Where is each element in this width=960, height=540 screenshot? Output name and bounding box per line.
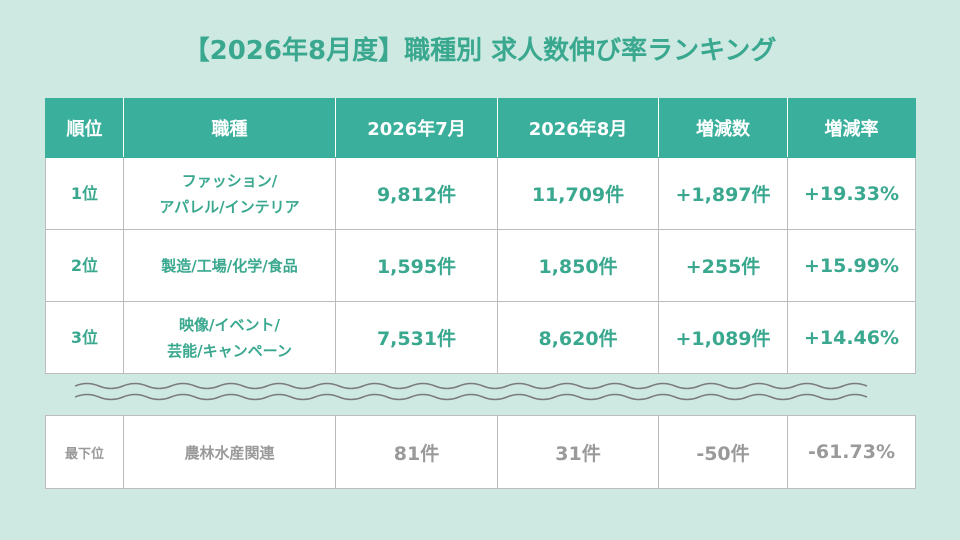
cell-line: 31件 [555, 442, 601, 465]
table-cell: 7,531件 [335, 301, 498, 374]
cell-line: 3位 [70, 327, 99, 347]
table-cell: 1位 [45, 157, 124, 230]
cell-line: 9,812件 [376, 184, 457, 206]
table-cell: 1,850件 [497, 229, 659, 302]
cell-line: -61.73% [807, 441, 896, 463]
cell-line: 芸能/キャンペーン [167, 341, 292, 360]
header-cell: 増減率 [787, 98, 916, 158]
table-cell: 3位 [45, 301, 124, 374]
cell-line: 製造/工場/化学/食品 [161, 256, 298, 275]
table-cell: ファッション/アパレル/インテリア [123, 157, 336, 230]
cell-line: 81件 [393, 442, 440, 465]
wave-divider [75, 382, 868, 401]
table-cell: 81件 [335, 415, 498, 489]
cell-line: +14.46% [803, 326, 900, 349]
table-cell: 最下位 [45, 415, 124, 489]
table-cell: 2位 [45, 229, 124, 302]
cell-line: 1,850件 [538, 256, 618, 278]
table-cell: 1,595件 [335, 229, 498, 302]
cell-line: 農林水産関連 [184, 443, 275, 462]
cell-line: +15.99% [803, 254, 900, 277]
title: 【2026年8月度】職種別 求人数伸び率ランキング [183, 36, 777, 66]
table-cell: -50件 [658, 415, 788, 489]
table-cell: 映像/イベント/芸能/キャンペーン [123, 301, 336, 374]
table-row: 1位 ファッション/アパレル/インテリア 9,812件 11,709件 +1,897件 +… [45, 157, 916, 230]
header-cell: 2026年8月 [497, 98, 659, 158]
header-cell: 増減数 [658, 98, 788, 158]
header-cell: 順位 [45, 98, 124, 158]
table-cell: 31件 [497, 415, 659, 489]
cell-line: 最下位 [64, 446, 104, 462]
cell-line: 1,595件 [376, 256, 457, 278]
cell-line: 映像/イベント/ [179, 315, 280, 334]
header-row: 順位 職種 2026年7月 2026年8月 増減数 増減率 [45, 98, 916, 158]
table-cell: +255件 [658, 229, 788, 302]
table-cell: 農林水産関連 [123, 415, 336, 489]
table-row: 2位 製造/工場/化学/食品 1,595件 1,850件 +255件 +15.99% [45, 229, 916, 302]
table-cell: +14.46% [787, 301, 916, 374]
table-cell: 11,709件 [497, 157, 659, 230]
header-cell: 職種 [123, 98, 336, 158]
cell-line: 11,709件 [531, 184, 625, 206]
cell-line: 8,620件 [538, 328, 618, 350]
cell-line: 2位 [70, 255, 99, 275]
header-cell: 2026年7月 [335, 98, 498, 158]
table-row: 3位 映像/イベント/芸能/キャンペーン 7,531件 8,620件 +1,089件 +1… [45, 301, 916, 374]
table-cell: +15.99% [787, 229, 916, 302]
table-cell: +1,089件 [658, 301, 788, 374]
cell-line: 1位 [70, 183, 99, 203]
ranking-table: 順位 職種 2026年7月 2026年8月 増減数 増減率 1位 ファッション/アパレル/イ… [45, 98, 916, 374]
table-cell: +19.33% [787, 157, 916, 230]
table-cell: +1,897件 [658, 157, 788, 230]
cell-line: 7,531件 [376, 328, 457, 350]
table-cell: 9,812件 [335, 157, 498, 230]
cell-line: -50件 [696, 442, 750, 465]
cell-line: +255件 [685, 256, 761, 278]
table-cell: 製造/工場/化学/食品 [123, 229, 336, 302]
table-cell: 8,620件 [497, 301, 659, 374]
table-cell: -61.73% [787, 415, 916, 489]
cell-line: +19.33% [803, 182, 900, 205]
bottom-table: 最下位 農林水産関連 81件 31件 -50件 -61.73% [45, 415, 916, 489]
cell-line: +1,089件 [675, 328, 771, 350]
cell-line: アパレル/インテリア [159, 197, 300, 216]
cell-line: ファッション/ [181, 171, 278, 190]
table-row: 最下位 農林水産関連 81件 31件 -50件 -61.73% [45, 415, 916, 489]
cell-line: +1,897件 [675, 184, 771, 206]
